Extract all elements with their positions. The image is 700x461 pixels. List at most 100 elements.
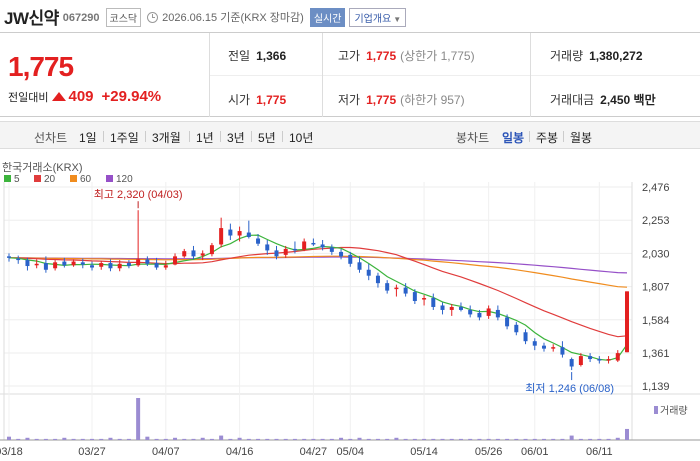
candle-body xyxy=(339,251,344,257)
ma120-line xyxy=(8,256,628,274)
x-tick-label: 06/01 xyxy=(521,446,549,458)
period-3y[interactable]: 3년 xyxy=(227,131,245,145)
candle-body xyxy=(200,253,205,256)
period-daily[interactable]: 일봉 xyxy=(502,131,525,145)
volume-bar xyxy=(145,436,150,440)
stat-value: 2,450 백만 xyxy=(600,93,656,107)
x-tick-label: 05/04 xyxy=(337,446,365,458)
volume-bar xyxy=(256,438,261,440)
candle-body xyxy=(468,309,473,315)
change-amount: 409 xyxy=(68,88,94,105)
volume-bar xyxy=(99,438,104,440)
price-chart[interactable]: 한국거래소(KRX) 5 20 60 120 최고 2,320 (04/03) 최저 1… xyxy=(0,150,700,461)
x-tick-label: 03/27 xyxy=(78,446,106,458)
candle-body xyxy=(532,341,537,346)
volume-bar xyxy=(505,438,510,440)
volume-bar xyxy=(126,438,131,440)
stat-low: 저가 1,775 (하한가 957) xyxy=(338,91,465,108)
volume-bar xyxy=(339,437,344,440)
stat-note: (상한가 1,775) xyxy=(400,49,475,63)
volume-bar xyxy=(237,437,242,440)
volume-bar xyxy=(357,437,362,440)
volume-bar xyxy=(265,438,270,440)
low-annotation: 최저 1,246 (06/08) xyxy=(525,382,614,395)
volume-bar xyxy=(25,437,30,440)
volume-series: 거래량 xyxy=(7,398,688,440)
candle-body xyxy=(7,256,11,258)
volume-bar xyxy=(71,438,76,440)
stat-amount: 거래대금 2,450 백만 xyxy=(550,91,656,108)
period-10y[interactable]: 10년 xyxy=(289,131,314,145)
candle-body xyxy=(422,298,427,300)
volume-bar xyxy=(615,437,620,440)
volume-bar xyxy=(154,438,159,440)
volume-bar xyxy=(246,438,251,440)
candle-body xyxy=(495,309,500,318)
company-overview-button[interactable]: 기업개요 ▼ xyxy=(349,7,407,27)
period-1d[interactable]: 1일 xyxy=(79,131,97,145)
volume-bar xyxy=(606,438,611,440)
candle-body xyxy=(385,283,390,291)
line-chart-label: 선차트 xyxy=(34,131,68,145)
candle-body xyxy=(597,359,602,361)
volume-bar xyxy=(311,438,316,440)
volume-bar xyxy=(320,438,325,440)
period-weekly[interactable]: 주봉 xyxy=(536,131,559,145)
chart-grid xyxy=(0,182,700,441)
period-1w[interactable]: 1주일 xyxy=(110,131,139,145)
change-row: 전일대비 409 +29.94% xyxy=(8,88,161,105)
period-monthly[interactable]: 월봉 xyxy=(570,131,593,145)
volume-bar xyxy=(597,438,602,440)
period-5y[interactable]: 5년 xyxy=(258,131,276,145)
volume-bar xyxy=(486,438,491,440)
candle-body xyxy=(256,238,261,244)
candle-body xyxy=(440,305,445,310)
candle-body xyxy=(191,250,196,257)
period-separator xyxy=(145,131,146,142)
candle-body xyxy=(16,258,21,261)
period-1y[interactable]: 1년 xyxy=(196,131,214,145)
candle-chart-label: 봉차트 xyxy=(456,131,490,145)
candle-body xyxy=(117,263,122,269)
period-separator xyxy=(529,131,530,142)
volume-bar xyxy=(394,437,399,440)
candle-body xyxy=(209,245,214,255)
period-3m[interactable]: 3개월 xyxy=(152,131,181,145)
current-price: 1,775 xyxy=(8,51,74,82)
realtime-button[interactable]: 실시간 xyxy=(309,7,346,27)
candle-body xyxy=(320,244,325,248)
change-label: 전일대비 xyxy=(8,91,49,104)
volume-bar xyxy=(458,438,463,440)
candle-body xyxy=(219,228,224,245)
candle-body xyxy=(403,287,408,294)
date-text: 2026.06.15 기준(KRX 장마감) xyxy=(162,12,304,24)
candle-body xyxy=(560,347,565,355)
period-separator xyxy=(220,131,221,142)
volume-bar xyxy=(283,438,288,440)
high-annotation: 최고 2,320 (04/03) xyxy=(94,188,183,201)
candle-body xyxy=(477,312,482,318)
candle-body xyxy=(348,254,353,264)
volume-bar xyxy=(532,438,537,440)
candle-body xyxy=(274,250,279,257)
period-separator xyxy=(563,131,564,142)
y-tick-label: 2,030 xyxy=(642,248,670,260)
y-tick-label: 1,807 xyxy=(642,282,670,294)
y-tick-label: 2,476 xyxy=(642,182,670,194)
volume-legend-swatch xyxy=(654,406,658,414)
x-tick-label: 03/18 xyxy=(0,446,23,458)
chart-legend: 5 20 60 120 xyxy=(4,174,133,185)
volume-bar xyxy=(329,438,334,440)
candlestick-series xyxy=(7,210,629,371)
stat-label: 거래량 xyxy=(550,49,584,63)
candle-body xyxy=(569,359,574,367)
chevron-down-icon: ▼ xyxy=(393,14,402,24)
candle-body xyxy=(449,306,454,310)
stat-label: 저가 xyxy=(338,93,361,107)
candle-body xyxy=(163,265,168,268)
stock-code: 067290 xyxy=(62,11,100,24)
ma20-line xyxy=(8,246,628,338)
change-percent: +29.94% xyxy=(101,88,162,105)
volume-bar xyxy=(514,438,519,440)
volume-bar xyxy=(53,438,58,440)
